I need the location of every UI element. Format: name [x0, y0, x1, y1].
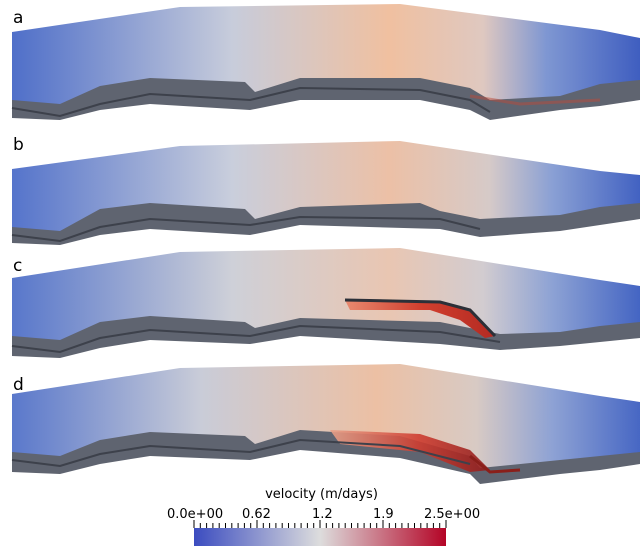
- basal-melt-zone-d: [330, 430, 490, 472]
- panel-label-a: a: [13, 8, 24, 28]
- colorbar-tick-label-3: 1.9: [373, 507, 394, 522]
- glacier-top-surface-d: [12, 364, 640, 478]
- basal-crevasse-c: [345, 300, 495, 338]
- glacier-model-panel-a: [11, 4, 640, 120]
- glacier-side-wall-b: [12, 203, 640, 245]
- glacier-model-panel-b: [11, 141, 640, 245]
- glacier-model-panel-c: [11, 248, 640, 358]
- glacier-side-wall-c: [12, 316, 640, 358]
- colorbar-tick-label-1: 0.62: [242, 507, 271, 522]
- glacier-side-wall-a: [12, 78, 640, 120]
- velocity-colorbar: [193, 520, 447, 546]
- panel-label-b: b: [13, 135, 24, 155]
- colorbar-gradient: [194, 528, 446, 546]
- panel-label-d: d: [13, 375, 24, 395]
- glacier-model-panel-d: [11, 364, 640, 484]
- colorbar-tick-label-2: 1.2: [312, 507, 333, 522]
- colorbar-tick-marks: [193, 520, 447, 528]
- panel-label-c: c: [13, 256, 23, 276]
- colorbar-tick-label-4: 2.5e+00: [424, 507, 481, 522]
- colorbar-tick-label-0: 0.0e+00: [167, 507, 224, 522]
- colorbar-title: velocity (m/days): [265, 487, 378, 502]
